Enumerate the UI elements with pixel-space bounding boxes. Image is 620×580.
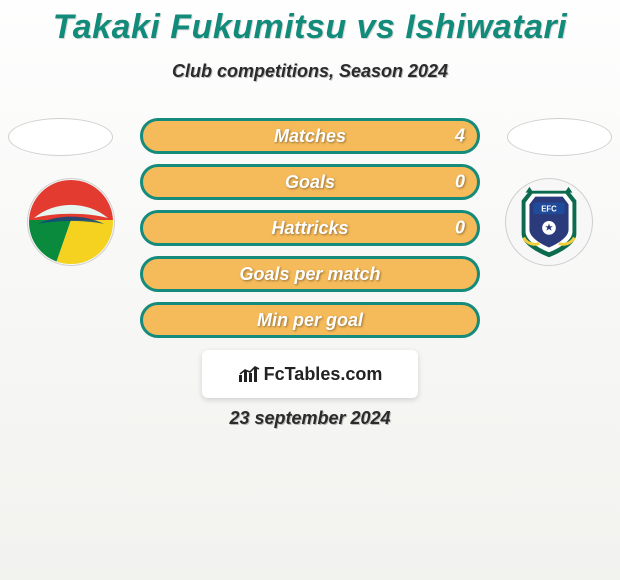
stat-right-value: 4 xyxy=(455,126,465,147)
stat-right-value: 0 xyxy=(455,218,465,239)
stat-label: Goals per match xyxy=(239,264,380,285)
stats-area: Matches 4 Goals 0 Hattricks 0 Goals per … xyxy=(0,118,620,348)
stat-bar-matches: Matches 4 xyxy=(140,118,480,154)
stat-row: Min per goal xyxy=(0,302,620,348)
stat-row: Matches 4 xyxy=(0,118,620,164)
stat-bar-goals: Goals 0 xyxy=(140,164,480,200)
subtitle: Club competitions, Season 2024 xyxy=(0,61,620,82)
stat-row: Goals 0 xyxy=(0,164,620,210)
brand-box: FcTables.com xyxy=(202,350,418,398)
stat-bar-mpg: Min per goal xyxy=(140,302,480,338)
stat-label: Min per goal xyxy=(257,310,363,331)
stat-right-value: 0 xyxy=(455,172,465,193)
comparison-card: Takaki Fukumitsu vs Ishiwatari Club comp… xyxy=(0,0,620,580)
stat-label: Matches xyxy=(274,126,346,147)
brand-text: FcTables.com xyxy=(264,364,383,385)
stat-bar-gpm: Goals per match xyxy=(140,256,480,292)
stat-label: Goals xyxy=(285,172,335,193)
stat-label: Hattricks xyxy=(271,218,348,239)
stat-row: Hattricks 0 xyxy=(0,210,620,256)
page-title: Takaki Fukumitsu vs Ishiwatari xyxy=(0,0,620,47)
chart-icon xyxy=(238,365,260,383)
stat-bar-hattricks: Hattricks 0 xyxy=(140,210,480,246)
date-line: 23 september 2024 xyxy=(0,408,620,429)
stat-row: Goals per match xyxy=(0,256,620,302)
